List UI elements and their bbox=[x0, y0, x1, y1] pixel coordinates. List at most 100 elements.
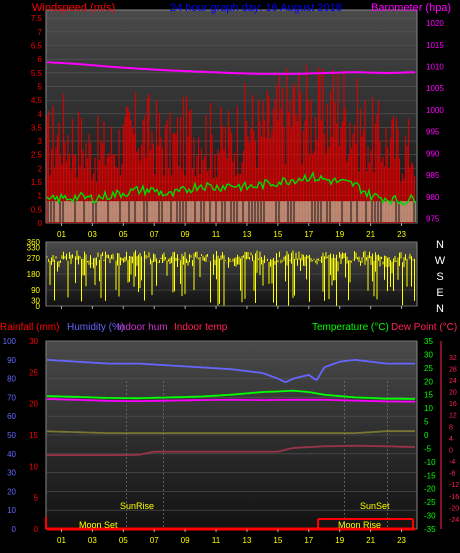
direction-tick-label: 360 bbox=[27, 238, 41, 247]
barometer-tick-label: 985 bbox=[426, 171, 440, 180]
wind-tick-label: 2.5 bbox=[31, 151, 43, 160]
sunset-label: SunSet bbox=[360, 501, 390, 511]
dewpoint-tick-label: 4 bbox=[449, 436, 453, 443]
x-tick-label: 13 bbox=[243, 536, 252, 545]
graph-date-title: 24 hour graph day: 16 August 2018 bbox=[170, 2, 342, 14]
temperature-tick-label: 5 bbox=[424, 418, 429, 427]
dewpoint-y-axis: -24 -20 -16 -12 -8 -4 0 4 8 12 16 20 24 28 32 bbox=[440, 341, 459, 529]
x-tick-label: 21 bbox=[366, 230, 375, 239]
dewpoint-title: Dew Point (°C) bbox=[391, 322, 457, 333]
wind-barometer-panel: 00.511.522.533.544.555.566.577.5 9759809… bbox=[31, 2, 451, 239]
x-tick-label: 11 bbox=[212, 230, 221, 239]
temperature-line bbox=[47, 389, 416, 400]
wind-tick-label: 6.5 bbox=[31, 42, 43, 51]
barometer-tick-label: 1005 bbox=[426, 84, 444, 93]
humidity-tick-label: 70 bbox=[7, 393, 16, 402]
indoor-temp-line bbox=[47, 444, 415, 456]
x-tick-label: 21 bbox=[366, 536, 375, 545]
barometer-tick-label: 1000 bbox=[426, 106, 444, 115]
rain-tick-label: 5 bbox=[34, 494, 39, 503]
temperature-tick-label: 10 bbox=[424, 404, 433, 413]
rain-tick-label: 25 bbox=[29, 368, 38, 377]
temperature-title: Temperature (°C) bbox=[312, 322, 389, 333]
moon-set-label: Moon Set bbox=[79, 520, 118, 530]
humidity-tick-label: 20 bbox=[7, 487, 16, 496]
barometer-tick-label: 1015 bbox=[426, 41, 444, 50]
temperature-y-axis: -35 -30 -25 -20 -15 -10 -5 0 5 10 15 20 25 30 35 bbox=[424, 337, 436, 534]
humidity-y-axis: 0 10 20 30 40 50 60 70 80 90 100 bbox=[3, 337, 17, 534]
wind-lines bbox=[46, 61, 416, 206]
humidity-tick-label: 100 bbox=[3, 337, 17, 346]
x-tick-label: 11 bbox=[212, 536, 221, 545]
rain-y-axis: 0 5 10 15 20 25 30 bbox=[29, 337, 38, 534]
dewpoint-tick-label: 16 bbox=[449, 401, 457, 408]
wind-y-axis: 0 0.5 1 1.5 2 2.5 3 3.5 4 4.5 5 5.5 6 6.5 7 7.5 bbox=[31, 14, 43, 228]
direction-tick-label: 0 bbox=[36, 302, 41, 311]
x-tick-label: 15 bbox=[273, 230, 282, 239]
rain-tick-label: 20 bbox=[29, 400, 38, 409]
temperature-tick-label: 15 bbox=[424, 391, 433, 400]
x-tick-label: 05 bbox=[119, 536, 128, 545]
barometer-line bbox=[46, 61, 416, 75]
wind-tick-label: 3 bbox=[38, 137, 43, 146]
wind-tick-label: 2 bbox=[38, 164, 43, 173]
x-tick-label: 09 bbox=[181, 536, 190, 545]
humidity-tick-label: 10 bbox=[7, 506, 16, 515]
barometer-tick-label: 980 bbox=[426, 193, 440, 202]
dewpoint-tick-label: -8 bbox=[449, 471, 455, 478]
rain-tick-label: 15 bbox=[29, 431, 38, 440]
dewpoint-tick-label: -4 bbox=[449, 459, 455, 466]
humidity-tick-label: 0 bbox=[12, 525, 17, 534]
x-tick-label: 03 bbox=[88, 536, 97, 545]
temperature-tick-label: -10 bbox=[424, 458, 436, 467]
humidity-tick-label: 40 bbox=[7, 450, 16, 459]
temp-lines bbox=[45, 358, 416, 531]
compass-letter: S bbox=[436, 271, 443, 283]
compass-letter: N bbox=[436, 239, 444, 251]
barometer-title: Barometer (hpa) bbox=[371, 2, 451, 14]
wind-tick-label: 1 bbox=[38, 192, 43, 201]
wind-tick-label: 0 bbox=[38, 219, 43, 228]
wind-tick-label: 7 bbox=[38, 28, 43, 37]
temperature-tick-label: -35 bbox=[424, 525, 436, 534]
dewpoint-tick-label: 0 bbox=[449, 447, 453, 454]
direction-tick-label: 90 bbox=[31, 286, 40, 295]
dewpoint-tick-label: 28 bbox=[449, 366, 457, 373]
indoor-hum-line bbox=[47, 430, 415, 434]
dewpoint-tick-label: -12 bbox=[449, 482, 459, 489]
dew-point-line bbox=[46, 398, 415, 403]
humidity-title: Humidity (%) bbox=[67, 322, 124, 333]
dewpoint-tick-label: 8 bbox=[449, 424, 453, 431]
temperature-tick-label: -25 bbox=[424, 498, 436, 507]
x-tick-label: 01 bbox=[57, 230, 66, 239]
compass-letter: E bbox=[436, 287, 443, 299]
humidity-line bbox=[46, 358, 415, 384]
x-tick-label: 19 bbox=[335, 536, 344, 545]
dewpoint-tick-label: -20 bbox=[449, 505, 459, 512]
temperature-tick-label: 35 bbox=[424, 337, 433, 346]
wind-tick-label: 4.5 bbox=[31, 96, 43, 105]
dewpoint-tick-label: -16 bbox=[449, 494, 459, 501]
humidity-tick-label: 90 bbox=[7, 356, 16, 365]
x-tick-label: 17 bbox=[304, 230, 313, 239]
barometer-tick-label: 1020 bbox=[426, 19, 444, 28]
temperature-tick-label: -15 bbox=[424, 471, 436, 480]
x-tick-label: 03 bbox=[88, 230, 97, 239]
temperature-tick-label: 20 bbox=[424, 377, 433, 386]
barometer-tick-label: 1010 bbox=[426, 63, 444, 72]
barometer-tick-label: 995 bbox=[426, 128, 440, 137]
indoor-temp-title: Indoor temp bbox=[174, 322, 228, 333]
wind-tick-label: 0.5 bbox=[31, 205, 43, 214]
temperature-tick-label: 0 bbox=[424, 431, 429, 440]
rain-tick-label: 10 bbox=[29, 462, 38, 471]
x-tick-label: 13 bbox=[243, 230, 252, 239]
temperature-tick-label: -20 bbox=[424, 485, 436, 494]
humidity-tick-label: 60 bbox=[7, 412, 16, 421]
barometer-tick-label: 990 bbox=[426, 149, 440, 158]
wind-tick-label: 5 bbox=[38, 82, 43, 91]
temperature-tick-label: -5 bbox=[424, 444, 432, 453]
x-tick-label: 01 bbox=[57, 536, 66, 545]
dewpoint-tick-label: 24 bbox=[449, 378, 457, 385]
